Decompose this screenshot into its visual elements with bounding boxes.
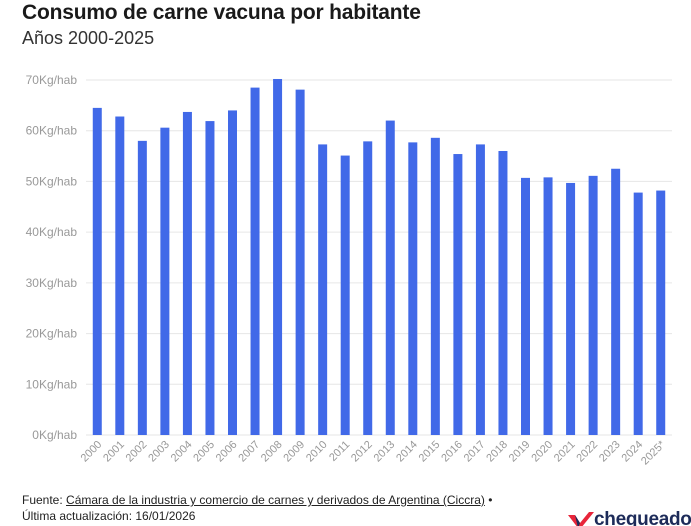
y-tick-label: 20Kg/hab: [26, 327, 78, 341]
y-tick-label: 0Kg/hab: [32, 428, 77, 442]
bar-2022[interactable]: [588, 175, 598, 435]
x-tick-label: 2023: [597, 439, 623, 465]
chequeado-logo[interactable]: chequeado: [568, 510, 691, 526]
bar-2015[interactable]: [430, 137, 440, 436]
chart-title: Consumo de carne vacuna por habitante: [22, 1, 421, 24]
bar-2012[interactable]: [363, 141, 373, 435]
x-tick-label: 2001: [101, 439, 127, 465]
y-tick-label: 50Kg/hab: [26, 174, 78, 188]
bar-2007[interactable]: [250, 87, 260, 435]
x-tick-label: 2008: [259, 439, 285, 465]
x-tick-label: 2010: [304, 439, 330, 465]
x-tick-label: 2005: [191, 439, 217, 465]
x-tick-label: 2006: [214, 439, 240, 465]
check-mark-icon: [568, 512, 594, 526]
bar-2021[interactable]: [566, 182, 576, 435]
x-tick-label: 2000: [79, 439, 105, 465]
bar-2005[interactable]: [205, 121, 215, 435]
bar-2000[interactable]: [92, 107, 102, 436]
x-tick-label: 2009: [281, 439, 307, 465]
x-tick-label: 2012: [349, 439, 375, 465]
y-tick-label: 30Kg/hab: [26, 276, 78, 290]
y-tick-label: 10Kg/hab: [26, 377, 78, 391]
bar-2008[interactable]: [273, 78, 283, 435]
x-tick-label: 2007: [236, 439, 262, 465]
bar-2019[interactable]: [521, 177, 530, 435]
source-prefix: Fuente:: [22, 493, 67, 507]
x-tick-label: 2011: [327, 439, 352, 464]
logo-text: chequeado: [594, 510, 691, 526]
x-tick-label: 2020: [529, 439, 555, 465]
bar-2003[interactable]: [160, 127, 170, 436]
bar-2004[interactable]: [182, 111, 192, 435]
x-tick-label: 2002: [124, 439, 150, 465]
x-tick-label: 2013: [372, 439, 398, 465]
bar-2010[interactable]: [318, 144, 328, 435]
source-line: Fuente: Cámara de la industria y comerci…: [22, 492, 492, 508]
x-tick-label: 2004: [169, 439, 195, 465]
x-tick-label: 2018: [484, 439, 510, 465]
bar-2001[interactable]: [115, 116, 125, 435]
y-tick-label: 40Kg/hab: [26, 225, 78, 239]
footer: Fuente: Cámara de la industria y comerci…: [22, 492, 492, 524]
bar-2018[interactable]: [498, 151, 508, 435]
bar-2014[interactable]: [408, 142, 418, 435]
x-tick-label: 2014: [394, 439, 420, 465]
y-tick-label: 70Kg/hab: [26, 73, 78, 87]
x-tick-label: 2019: [507, 439, 533, 465]
chart-subtitle: Años 2000-2025: [22, 28, 155, 48]
source-link[interactable]: Cámara de la industria y comercio de car…: [66, 493, 485, 507]
bar-2025*[interactable]: [656, 190, 666, 435]
x-tick-label: 2022: [574, 439, 600, 465]
last-updated: Última actualización: 16/01/2026: [22, 509, 196, 523]
x-tick-label: 2025*: [639, 438, 668, 467]
y-tick-label: 60Kg/hab: [26, 124, 78, 138]
bar-2023[interactable]: [611, 168, 621, 435]
x-tick-label: 2003: [146, 439, 172, 465]
x-tick-label: 2017: [462, 439, 488, 465]
bar-2002[interactable]: [137, 140, 147, 435]
x-tick-label: 2015: [417, 439, 443, 465]
source-suffix: •: [484, 493, 493, 507]
bar-2016[interactable]: [453, 154, 463, 436]
bar-chart: 0Kg/hab 10Kg/hab 20Kg/hab 30Kg/hab 40Kg/hab 5…: [26, 73, 672, 467]
x-tick-label: 2021: [552, 439, 578, 465]
bar-2013[interactable]: [385, 120, 395, 436]
bar-2011[interactable]: [340, 155, 350, 436]
x-tick-label: 2016: [439, 439, 465, 465]
bar-2006[interactable]: [228, 110, 237, 435]
bar-2017[interactable]: [475, 144, 485, 435]
bar-2020[interactable]: [543, 177, 553, 435]
bar-2024[interactable]: [633, 192, 643, 435]
bar-2009[interactable]: [295, 89, 305, 435]
